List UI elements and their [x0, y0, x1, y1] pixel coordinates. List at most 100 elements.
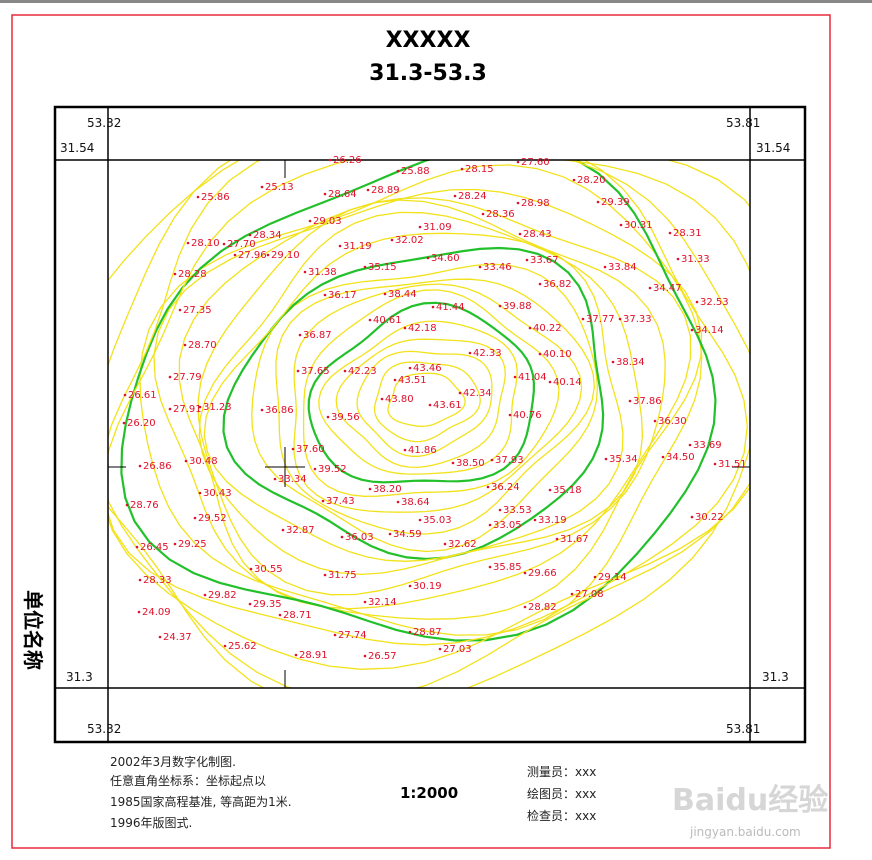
- spot-dot: [498, 508, 502, 512]
- staff: 测量员：xxx: [527, 765, 596, 779]
- spot-dot: [611, 360, 615, 364]
- spot-height: 41.86: [408, 445, 437, 456]
- spot-dot: [418, 518, 422, 522]
- spot-height: 27.35: [183, 305, 212, 316]
- spot-height: 39.88: [503, 301, 532, 312]
- spot-dot: [676, 257, 680, 261]
- spot-height: 33.53: [503, 505, 532, 516]
- corner-label: 31.54: [60, 141, 94, 155]
- spot-dot: [363, 600, 367, 604]
- spot-dot: [178, 308, 182, 312]
- spot-height: 24.37: [163, 632, 192, 643]
- spot-height: 30.31: [624, 220, 653, 231]
- spot-dot: [135, 545, 139, 549]
- spot-dot: [396, 169, 400, 173]
- spot-height: 25.13: [265, 182, 294, 193]
- spot-dot: [323, 293, 327, 297]
- watermark-url: jingyan.baidu.com: [689, 825, 801, 839]
- spot-dot: [403, 326, 407, 330]
- spot-height: 35.15: [368, 262, 397, 273]
- spot-dot: [390, 238, 394, 242]
- spot-height: 31.33: [681, 254, 710, 265]
- note-line: 任意直角坐标系：坐标起点以: [110, 773, 266, 788]
- spot-height: 37.86: [633, 396, 662, 407]
- spot-dot: [193, 516, 197, 520]
- spot-height: 25.86: [201, 192, 230, 203]
- spot-dot: [363, 654, 367, 658]
- spot-height: 29.25: [178, 539, 207, 550]
- spot-dot: [266, 253, 270, 257]
- contour: [108, 160, 748, 646]
- spot-dot: [198, 405, 202, 409]
- contours: [108, 160, 750, 688]
- spot-height: 38.64: [401, 497, 430, 508]
- spot-height: 28.28: [178, 269, 207, 280]
- spot-dot: [618, 317, 622, 321]
- spot-height: 31.51: [718, 459, 747, 470]
- spot-dot: [418, 225, 422, 229]
- spot-height: 28.10: [191, 238, 220, 249]
- spot-height: 26.20: [127, 418, 156, 429]
- spot-height: 40.14: [553, 377, 582, 388]
- spot-dot: [388, 532, 392, 536]
- spot-height: 38.50: [456, 458, 485, 469]
- spot-height: 29.39: [601, 197, 630, 208]
- spot-dot: [137, 610, 141, 614]
- note-line: 2002年3月数字化制图.: [110, 754, 236, 769]
- spot-height: 28.70: [188, 340, 217, 351]
- spot-height: 36.82: [543, 279, 572, 290]
- spot-dot: [368, 487, 372, 491]
- contour: [198, 211, 644, 576]
- spot-height: 31.23: [203, 402, 232, 413]
- spot-height: 28.91: [299, 650, 328, 661]
- contour: [335, 338, 506, 469]
- spot-height: 34.14: [695, 325, 724, 336]
- spot-dot: [173, 542, 177, 546]
- spot-dot: [661, 455, 665, 459]
- spot-height: 33.69: [693, 440, 722, 451]
- corner-label: 53.81: [726, 722, 760, 736]
- spot-dot: [408, 630, 412, 634]
- spot-dot: [138, 578, 142, 582]
- spot-dot: [604, 457, 608, 461]
- sheet-border: [11, 14, 831, 849]
- spot-height: 28.24: [458, 191, 487, 202]
- spot-dot: [498, 304, 502, 308]
- spot-dot: [451, 461, 455, 465]
- spot-height: 42.18: [408, 323, 437, 334]
- spot-height: 25.88: [401, 166, 430, 177]
- spot-dot: [222, 242, 226, 246]
- spot-height: 38.34: [616, 357, 645, 368]
- spot-height: 41.04: [518, 372, 547, 383]
- spot-height: 29.03: [313, 216, 342, 227]
- spot-dot: [183, 343, 187, 347]
- spot-dot: [196, 195, 200, 199]
- spot-dot: [303, 270, 307, 274]
- spot-height: 30.48: [189, 456, 218, 467]
- spot-height: 27.91: [173, 404, 202, 415]
- spot-dot: [438, 647, 442, 651]
- spot-height: 40.10: [543, 349, 572, 360]
- spot-height: 31.19: [343, 241, 372, 252]
- contour: [153, 188, 703, 620]
- spot-dot: [490, 458, 494, 462]
- spot-dot: [488, 523, 492, 527]
- subtitle: 31.3-53.3: [369, 61, 487, 86]
- spot-height: 26.86: [143, 461, 172, 472]
- spot-dot: [581, 317, 585, 321]
- spot-dot: [393, 378, 397, 382]
- spot-dot: [184, 459, 188, 463]
- contour: [108, 160, 750, 688]
- spot-height: 32.53: [700, 297, 729, 308]
- spot-dot: [323, 573, 327, 577]
- spot-height: 31.75: [328, 570, 357, 581]
- spot-height: 34.60: [431, 253, 460, 264]
- contour: [387, 372, 466, 427]
- spot-dot: [513, 375, 517, 379]
- spot-height: 40.61: [373, 315, 402, 326]
- spot-height: 28.98: [521, 198, 550, 209]
- spot-dot: [396, 500, 400, 504]
- spot-height: 29.66: [528, 568, 557, 579]
- spot-dot: [313, 467, 317, 471]
